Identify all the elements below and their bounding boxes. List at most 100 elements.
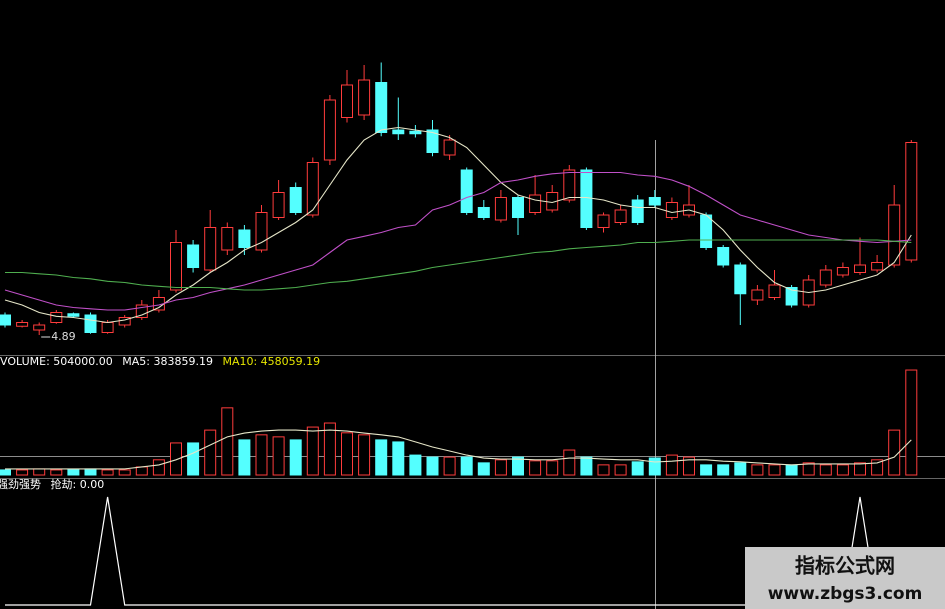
candle-body <box>392 129 405 135</box>
candle-body <box>170 242 182 291</box>
volume-bar <box>323 422 336 476</box>
volume-header: VOLUME: 504000.00 MA5: 383859.19 MA10: 4… <box>0 355 320 368</box>
volume-bar <box>375 439 388 476</box>
volume-bar <box>50 469 63 476</box>
indicator-label: 抢劫: 0.00 <box>51 477 105 491</box>
candle-body <box>819 269 832 286</box>
moving-average-line <box>4 171 912 311</box>
volume-bar <box>614 464 627 476</box>
candle-body <box>272 192 285 218</box>
volume-label: VOLUME: 504000.00 <box>0 355 113 368</box>
volume-bar <box>854 462 866 476</box>
volume-bar <box>255 434 268 476</box>
volume-bar <box>631 461 644 476</box>
candle-body <box>597 214 610 228</box>
watermark-title: 指标公式网 <box>795 554 895 578</box>
volume-bar <box>272 436 285 476</box>
volume-bar <box>512 456 524 476</box>
volume-bar <box>768 464 781 476</box>
candle-body <box>494 197 507 221</box>
volume-bar <box>751 464 764 476</box>
candle-body <box>187 244 200 268</box>
volume-bar <box>802 462 815 476</box>
candle-body <box>563 169 576 201</box>
volume-bar <box>409 454 422 476</box>
volume-bar <box>0 469 11 476</box>
candle-body <box>238 229 251 248</box>
candle-body <box>460 169 473 213</box>
volume-bar <box>118 469 131 476</box>
candle-body <box>50 312 63 323</box>
moving-average-line <box>5 239 912 291</box>
candle-body <box>306 162 319 216</box>
candle-body <box>409 130 422 135</box>
volume-bar <box>238 439 251 476</box>
candle-body <box>614 209 627 223</box>
indicator-header: 强劲强势 抢劫: 0.00 <box>0 477 104 491</box>
candle-body <box>529 194 542 213</box>
volume-bar <box>871 459 884 476</box>
candle-body <box>665 202 678 218</box>
candle-body <box>204 227 217 271</box>
candle-body <box>836 267 849 276</box>
volume-bar <box>905 369 918 476</box>
volume-bar <box>152 459 165 476</box>
volume-bar <box>289 439 302 476</box>
candle-body <box>700 214 713 248</box>
volume-bar <box>597 464 610 476</box>
watermark-box <box>745 547 945 609</box>
candle-body <box>648 197 661 206</box>
volume-bar <box>16 469 29 476</box>
volume-bar <box>888 429 901 476</box>
volume-bar <box>683 456 695 476</box>
volume-bar <box>665 454 678 476</box>
volume-bar <box>187 442 200 476</box>
volume-bar <box>221 407 234 476</box>
volume-bar <box>358 434 371 476</box>
candle-body <box>751 289 764 301</box>
candle-body <box>16 322 29 327</box>
volume-bar <box>494 459 507 476</box>
candle-body <box>631 199 644 223</box>
candle-body <box>221 227 234 251</box>
candle-body <box>734 264 747 295</box>
candle-body <box>717 247 730 266</box>
volume-bar <box>392 441 405 476</box>
volume-bar <box>717 464 730 476</box>
moving-average-line <box>4 126 912 324</box>
candle-body <box>84 314 97 333</box>
volume-bar <box>33 468 46 476</box>
volume-bar <box>580 456 593 476</box>
candle-body <box>426 129 439 153</box>
candle-body <box>101 322 114 333</box>
candle-body <box>289 187 302 213</box>
candle-body <box>33 324 46 331</box>
candle-body <box>580 169 593 228</box>
volume-bar <box>785 464 798 476</box>
volume-bar <box>84 468 97 476</box>
volume-bar <box>101 469 114 476</box>
candle-body <box>358 79 371 116</box>
candle-body <box>443 139 456 156</box>
volume-bar <box>563 449 576 476</box>
volume-ma-line <box>5 429 912 470</box>
volume-bar <box>546 460 559 476</box>
volume-bar <box>648 457 661 476</box>
volume-ma5-label: MA5: 383859.19 <box>122 355 213 368</box>
candle-body <box>323 99 336 161</box>
volume-bar <box>443 456 456 476</box>
candle-body <box>0 314 11 326</box>
volume-bar <box>135 466 148 476</box>
volume-bar <box>170 442 182 476</box>
volume-bar <box>460 456 473 476</box>
candle-body <box>477 207 490 218</box>
volume-bar <box>426 456 439 476</box>
candle-body <box>135 304 148 318</box>
candle-body <box>67 313 80 317</box>
volume-bar <box>529 460 542 476</box>
candle-body <box>785 287 798 306</box>
volume-bar <box>341 432 353 476</box>
volume-bar <box>306 426 319 476</box>
